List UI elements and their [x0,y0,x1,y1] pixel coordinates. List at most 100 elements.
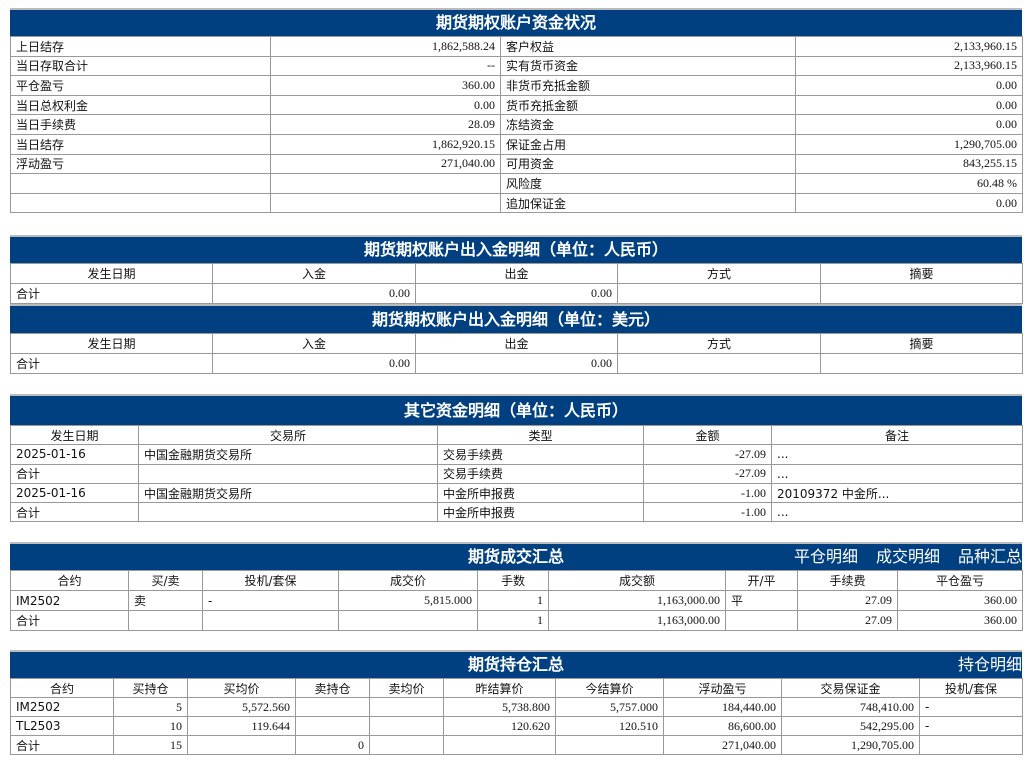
table-cell: 保证金占用 [500,133,796,155]
table-row: 2025-01-16 中国金融期货交易所 交易手续费 -27.09... [10,444,1023,465]
table-row: 合计 0.00 0.00 [10,353,1023,374]
table-cell: 当日存取合计 [10,55,271,77]
column-header: 合约 [10,570,129,591]
table-cell [338,610,478,631]
table-cell: 0.00 [795,192,1023,214]
data-table: 发生日期 入金 出金 方式 摘要 合计 0.00 0.00 [10,263,1023,304]
table-cell: -1.00 [643,502,772,523]
table-cell [138,502,438,523]
table-cell: 中金所申报费 [437,482,644,504]
table-cell: 184,440.00 [663,697,782,717]
table-cell: 浮动盈亏 [10,153,271,175]
table-cell: 360.00 [897,590,1023,611]
table-row: IM2502 卖 -5,815.000 1 1,163,000.00 平 27.09 360.… [10,590,1023,611]
table-row: 风险度 60.48 % [10,173,1023,194]
column-header: 摘要 [820,263,1023,284]
column-header: 入金 [212,263,416,284]
section-title: 期货期权账户出入金明细（单位：人民币） [10,235,1022,263]
table-cell: 2,133,960.15 [795,36,1023,57]
data-table: 合约 买持仓 买均价 卖持仓 卖均价 昨结算价 今结算价 浮动盈亏 交易保证金 投机/套保 IM25… [10,678,1023,755]
column-header: 平仓盈亏 [897,570,1023,591]
column-header: 方式 [617,263,821,284]
table-cell: 合计 [10,283,213,304]
table-cell: - [202,590,339,611]
table-row: IM2502 5 5,572.560 5,738.800 5,757.000 184,44… [10,697,1023,717]
table-cell: 追加保证金 [500,192,796,214]
table-cell: 0.00 [270,94,501,116]
table-row: 合计 0.00 0.00 [10,283,1023,304]
column-header: 浮动盈亏 [663,678,782,698]
table-cell: 271,040.00 [663,735,782,755]
table-cell [10,192,271,214]
table-cell: 合计 [10,353,213,374]
table-cell: 5,738.800 [443,697,556,717]
column-header: 金额 [643,424,772,446]
link-2[interactable]: 品种汇总 [957,547,1022,566]
table-cell: 卖 [128,590,203,611]
section-title: 期货持仓汇总 持仓明细 [10,650,1022,678]
data-table: 上日结存 1,862,588.24 客户权益 2,133,960.15 当日存取合计 --… [10,36,1023,214]
link-0[interactable]: 持仓明细 [957,655,1022,674]
table-header-row: 发生日期 入金 出金 方式 摘要 [10,333,1023,354]
table-cell: 5,815.000 [338,590,478,611]
table-cell: 1 [477,610,549,631]
table-cell: 1,290,705.00 [795,133,1023,155]
table-cell: 1,862,920.15 [270,133,501,155]
table-cell: 15 [113,735,188,755]
table-cell: 2,133,960.15 [795,55,1023,77]
table-cell: IM2502 [10,697,114,717]
section-title-text: 期货期权账户出入金明细（单位：美元） [371,310,660,329]
section-title-text: 期货期权账户资金状况 [435,13,596,32]
column-header: 卖均价 [369,678,444,698]
table-row: 浮动盈亏 271,040.00 可用资金 843,255.15 [10,153,1023,175]
table-cell: 交易手续费 [437,463,644,484]
table-row: 上日结存 1,862,588.24 客户权益 2,133,960.15 [10,36,1023,57]
column-header: 投机/套保 [919,678,1023,698]
table-cell: 120.620 [443,716,556,736]
table-cell: 货币充抵金额 [500,94,796,116]
section-title: 期货期权账户出入金明细（单位：美元） [10,304,1022,333]
table-cell: 0.00 [795,94,1023,116]
table-cell: 0.00 [212,283,416,304]
table-cell: 0.00 [212,353,416,374]
data-table: 发生日期 交易所 类型 金额 备注 2025-01-16 中国金融期货交易所 交易手续费 -27… [10,424,1023,523]
table-row: 合计 1 1,163,000.00 27.09 360.00 [10,610,1023,631]
column-header: 类型 [437,424,644,446]
table-cell: 冻结资金 [500,114,796,135]
column-header: 方式 [617,333,821,354]
table-cell [617,353,821,374]
table-cell: 86,600.00 [663,716,782,736]
table-cell: 中国金融期货交易所 [138,482,438,504]
table-row: 2025-01-16 中国金融期货交易所 中金所申报费 -1.00 20109372 中… [10,482,1023,504]
section-title: 其它资金明细（单位：人民币） [10,394,1022,425]
table-cell: 合计 [10,735,114,755]
table-row: 合计 交易手续费 -27.09... [10,463,1023,484]
column-header: 入金 [212,333,416,354]
column-header: 买/卖 [128,570,203,591]
table-cell [187,735,296,755]
column-header: 买均价 [187,678,296,698]
table-cell: 748,410.00 [781,697,920,717]
table-cell: 当日结存 [10,133,271,155]
column-header: 交易所 [138,424,438,446]
link-1[interactable]: 成交明细 [875,547,940,566]
table-cell: 0.00 [415,283,618,304]
other-funds-section: 其它资金明细（单位：人民币） 发生日期 交易所 类型 金额 备注 2025-01-16 中国金… [10,394,1023,523]
data-table: 合约 买/卖 投机/套保 成交价 手数 成交额 开/平 手续费 平仓盈亏 IM2502 卖 -5,81… [10,570,1023,631]
column-header: 成交额 [548,570,726,591]
table-cell: 当日手续费 [10,114,271,135]
table-header-row: 合约 买/卖 投机/套保 成交价 手数 成交额 开/平 手续费 平仓盈亏 [10,570,1023,591]
table-cell: 120.510 [555,716,664,736]
table-header-row: 发生日期 入金 出金 方式 摘要 [10,263,1023,284]
table-cell: 843,255.15 [795,153,1023,175]
link-0[interactable]: 平仓明细 [793,547,858,566]
table-cell: 10 [113,716,188,736]
table-cell: -27.09 [643,463,772,484]
table-cell [295,697,370,717]
table-cell [725,610,798,631]
table-cell [128,610,203,631]
table-cell: -1.00 [643,482,772,504]
column-header: 卖持仓 [295,678,370,698]
column-header: 备注 [771,424,1023,446]
table-cell: ... [771,463,1023,484]
